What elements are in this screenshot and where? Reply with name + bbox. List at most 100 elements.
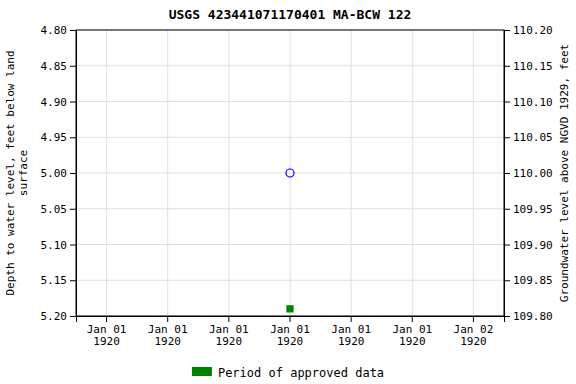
- legend-swatch: [192, 367, 212, 376]
- x-tick-mark: [228, 316, 229, 322]
- grid: [76, 30, 504, 316]
- y2-tick: 110.00: [504, 167, 553, 180]
- y2-tick-mark: [504, 66, 510, 67]
- series: [286, 169, 294, 177]
- y2-axis-label: Groundwater level above NGVD 1929, feet: [558, 44, 571, 302]
- y-tick-label: 5.20: [41, 310, 68, 323]
- y2-tick-label: 109.85: [513, 274, 553, 287]
- x-tick: Jan 011920: [270, 316, 310, 348]
- y-tick-label: 5.05: [41, 203, 68, 216]
- marks: [286, 169, 294, 312]
- x-tick-mark: [351, 316, 352, 322]
- x-tick: Jan 011920: [209, 316, 249, 348]
- y2-tick: 110.15: [504, 60, 553, 73]
- y-tick-mark: [70, 209, 76, 210]
- x-tick: Jan 011920: [87, 316, 127, 348]
- x-tick-label: Jan 011920: [270, 323, 310, 349]
- x-tick-mark: [167, 316, 168, 322]
- series: [287, 306, 293, 312]
- y2-tick: 110.05: [504, 131, 553, 144]
- y2-tick: 109.95: [504, 203, 553, 216]
- grid-line: [106, 30, 107, 316]
- y2-tick-label: 109.95: [513, 203, 553, 216]
- point: [287, 306, 293, 312]
- point: [286, 169, 294, 177]
- y-tick-mark: [70, 66, 76, 67]
- x-tick-label: Jan 011920: [392, 323, 432, 349]
- grid-line: [290, 30, 291, 316]
- y2-tick: 109.80: [504, 310, 553, 323]
- y-tick-label: 4.90: [41, 96, 68, 109]
- x-tick-mark: [412, 316, 413, 322]
- x-tick-label: Jan 011920: [209, 323, 249, 349]
- x-tick: Jan 011920: [148, 316, 188, 348]
- x-tick-label: Jan 011920: [148, 323, 188, 349]
- y2-tick-mark: [504, 102, 510, 103]
- y-tick-label: 5.00: [41, 167, 68, 180]
- y-axis-line: [70, 31, 77, 317]
- y2-tick-label: 110.15: [513, 60, 553, 73]
- y-tick-label: 5.10: [41, 239, 68, 252]
- y-tick-label: 4.85: [41, 60, 68, 73]
- x-tick-mark: [106, 316, 107, 322]
- chart: Jan 011920 Jan 011920 Jan 011920 Jan 011920…: [0, 0, 576, 384]
- x-tick-label: Jan 011920: [331, 323, 371, 349]
- y-tick-mark: [70, 245, 76, 246]
- legend-item: Period of approved data: [192, 366, 384, 380]
- y2-tick-label: 110.00: [513, 167, 553, 180]
- y2-tick-mark: [504, 316, 510, 317]
- x-tick-label: Jan 011920: [87, 323, 127, 349]
- plot-frame: [76, 30, 504, 316]
- y2-tick-mark: [504, 245, 510, 246]
- legend: Period of approved data: [192, 366, 384, 380]
- y2-tick-label: 110.20: [513, 24, 553, 37]
- y2-tick: 109.85: [504, 274, 553, 287]
- y-tick-mark: [70, 173, 76, 174]
- y-tick-mark: [70, 316, 76, 317]
- x-tick-mark: [290, 316, 291, 322]
- grid-line: [351, 30, 352, 316]
- y-tick-label: 4.80: [41, 24, 68, 37]
- y2-axis: 109.80 109.85 109.90 109.95 110.00 110.05 110.…: [504, 24, 553, 323]
- y-tick-mark: [70, 102, 76, 103]
- grid-line: [473, 30, 474, 316]
- y2-tick: 110.10: [504, 96, 553, 109]
- y2-tick-label: 110.05: [513, 131, 553, 144]
- y2-tick: 109.90: [504, 239, 553, 252]
- y-tick-mark: [70, 137, 76, 138]
- y-tick: 5.10: [41, 239, 77, 252]
- y2-tick-label: 110.10: [513, 96, 553, 109]
- legend-label: Period of approved data: [218, 366, 384, 380]
- x-axis-line: [77, 317, 505, 323]
- y-tick-label: 4.95: [41, 131, 68, 144]
- x-tick: Jan 011920: [331, 316, 371, 348]
- y2-tick-label: 109.80: [513, 310, 553, 323]
- grid-line: [412, 30, 413, 316]
- y-tick: 5.15: [41, 274, 77, 287]
- plot-area: Jan 011920 Jan 011920 Jan 011920 Jan 011920…: [41, 24, 553, 348]
- y-tick: 5.00: [41, 167, 77, 180]
- y2-tick-mark: [504, 173, 510, 174]
- y2-tick-label: 109.90: [513, 239, 553, 252]
- y-tick: 4.85: [41, 60, 77, 73]
- y2-axis-line: [505, 31, 511, 317]
- y-tick-mark: [70, 30, 76, 31]
- x-tick: Jan 011920: [392, 316, 432, 348]
- y-axis-label: Depth to water level, feet below landsur…: [4, 50, 30, 295]
- y-tick: 4.80: [41, 24, 77, 37]
- title: USGS 423441071170401 MA-BCW 122: [169, 7, 412, 22]
- y-tick-mark: [70, 280, 76, 281]
- y-tick: 5.20: [41, 310, 77, 323]
- grid-line: [167, 30, 168, 316]
- y-tick: 4.95: [41, 131, 77, 144]
- x-tick-label: Jan 021920: [454, 323, 494, 349]
- y2-tick-mark: [504, 280, 510, 281]
- y-tick-label: 5.15: [41, 274, 68, 287]
- y2-tick-mark: [504, 137, 510, 138]
- x-axis: Jan 011920 Jan 011920 Jan 011920 Jan 011920…: [77, 316, 505, 348]
- y2-tick: 110.20: [504, 24, 553, 37]
- y-tick: 4.90: [41, 96, 77, 109]
- grid-line: [228, 30, 229, 316]
- x-tick-mark: [473, 316, 474, 322]
- y-tick: 5.05: [41, 203, 77, 216]
